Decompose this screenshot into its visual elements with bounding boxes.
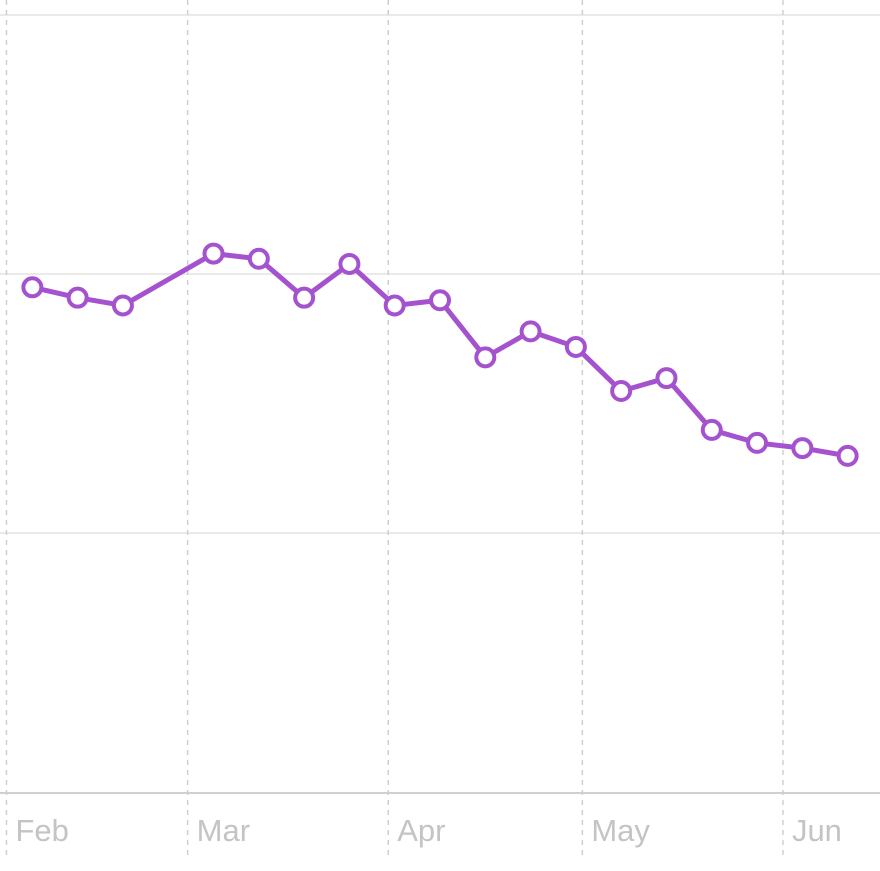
data-point [791, 437, 814, 460]
x-tick-label: Feb [15, 813, 68, 848]
data-line [31, 251, 849, 459]
data-point [836, 444, 859, 467]
data-point [383, 294, 406, 317]
data-point [111, 294, 134, 317]
data-point [610, 380, 633, 403]
data-point [700, 418, 723, 441]
data-point [338, 252, 361, 275]
data-point [293, 286, 316, 309]
data-point [66, 286, 89, 309]
x-tick-label: Jun [792, 813, 842, 848]
data-point [429, 289, 451, 312]
data-point [746, 431, 769, 454]
data-point [519, 320, 542, 343]
data-point [564, 335, 587, 358]
data-point [655, 367, 678, 390]
x-tick-label: May [591, 813, 650, 848]
x-tick-label: Mar [197, 813, 250, 848]
horizontal-grid [0, 14, 880, 794]
x-tick-label: Apr [397, 813, 445, 848]
data-point [247, 247, 270, 270]
data-point [202, 242, 225, 265]
data-point [474, 346, 497, 369]
data-point [21, 276, 44, 299]
